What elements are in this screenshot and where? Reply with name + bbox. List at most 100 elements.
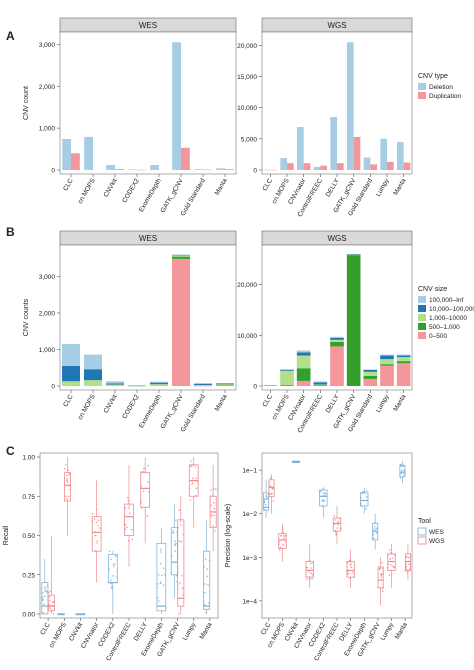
- bar-deletion-manta: [397, 141, 404, 170]
- jitter-point-cnvnator-wgs: [305, 566, 307, 569]
- jitter-point-clc-wes: [43, 603, 45, 606]
- y-tick-label: 3,000: [39, 42, 56, 49]
- jitter-point-exomedepth-wes: [161, 574, 163, 577]
- jitter-point-cn-mops-wgs: [278, 541, 280, 543]
- jitter-point-delly-wgs: [148, 491, 150, 493]
- jitter-point-lumpy-wgs: [191, 477, 194, 480]
- jitter-point-cnvkit-wes: [291, 460, 294, 463]
- jitter-point-codex2-wes: [321, 495, 323, 497]
- jitter-point-controlfreec-wgs: [337, 524, 339, 526]
- jitter-point-controlfreec-wgs: [335, 533, 338, 535]
- jitter-point-clc-wgs: [271, 493, 273, 495]
- bar-segment-1-000-10000-manta: [396, 357, 411, 362]
- jitter-point-clc-wgs: [48, 607, 51, 610]
- jitter-point-delly-wgs: [140, 500, 142, 503]
- jitter-point-controlfreec-wgs: [131, 538, 134, 541]
- jitter-point-clc-wgs: [52, 613, 55, 615]
- bar-segment-0-500-gold-standard: [193, 385, 213, 387]
- y-tick-label: 3,000: [39, 274, 56, 281]
- jitter-point-lumpy-wgs: [194, 466, 197, 468]
- jitter-point-cnvnator-wgs: [93, 517, 96, 520]
- jitter-point-clc-wes: [263, 499, 266, 502]
- jitter-point-clc-wes: [42, 599, 44, 601]
- jitter-point-manta-wes: [402, 475, 405, 477]
- jitter-point-manta-wgs: [409, 568, 411, 571]
- jitter-point-delly-wgs: [147, 481, 149, 483]
- jitter-point-cn-mops-wgs: [281, 528, 284, 531]
- legend-swatch-wes: [417, 527, 427, 536]
- jitter-point-controlfreec-wgs: [125, 526, 128, 529]
- jitter-point-manta-wgs: [213, 511, 216, 513]
- jitter-point-codex2-wes: [323, 499, 325, 502]
- y-tick-label: 0: [253, 384, 257, 391]
- jitter-point-exomedepth-wes: [360, 492, 363, 494]
- jitter-point-cnvkit-wes: [76, 613, 79, 615]
- jitter-point-lumpy-wgs: [389, 549, 391, 551]
- legend-swatch-100-000-inf: [418, 296, 426, 303]
- bar-deletion-codex2: [128, 169, 137, 170]
- jitter-point-manta-wgs: [407, 556, 410, 559]
- x-tick-label-gold-standard: Gold Standard: [180, 177, 207, 217]
- jitter-point-gatk-gcnv-wgs: [182, 533, 185, 536]
- bar-duplication-gold-standard: [203, 169, 212, 171]
- jitter-point-lumpy-wgs: [393, 554, 396, 557]
- jitter-point-manta-wes: [205, 612, 207, 614]
- bar-segment-10-000-100-000-clc: [61, 365, 81, 382]
- jitter-point-gatk-gcnv-wgs: [380, 574, 383, 576]
- jitter-point-clc-wes: [44, 595, 46, 598]
- jitter-point-manta-wgs: [211, 494, 214, 496]
- y-tick-label: 1e−2: [242, 511, 257, 518]
- jitter-point-cn-mops-wgs: [282, 531, 284, 533]
- bar-duplication-manta: [403, 162, 411, 170]
- jitter-point-manta-wes: [203, 591, 206, 594]
- jitter-point-cn-mops-wgs: [283, 537, 285, 540]
- bar-segment-100-000-inf-gold-standard: [193, 383, 213, 384]
- bar-deletion-cn-mops: [280, 158, 287, 170]
- jitter-point-cnvnator-wgs: [97, 519, 100, 522]
- jitter-point-manta-wgs: [215, 488, 217, 491]
- bar-duplication-delly: [337, 163, 344, 170]
- jitter-point-manta-wes: [207, 584, 209, 586]
- jitter-point-cn-mops-wgs: [285, 534, 287, 537]
- y-tick-label: 1e−4: [242, 598, 257, 605]
- jitter-point-cnvnator-wgs: [308, 571, 310, 573]
- jitter-point-manta-wes: [399, 473, 401, 475]
- jitter-point-cnvkit-wes: [81, 613, 83, 615]
- bar-segment-100-000-inf-exomedepth: [149, 381, 169, 383]
- jitter-point-lumpy-wgs: [189, 464, 192, 467]
- jitter-point-exomedepth-wes: [159, 582, 162, 585]
- bar-segment-0-500-delly: [330, 346, 344, 386]
- bar-segment-500-1-000-manta: [396, 361, 411, 364]
- jitter-point-controlfreec-wgs: [337, 520, 340, 523]
- jitter-point-cnvnator-wgs: [310, 572, 313, 575]
- y-tick-label: 15,000: [237, 74, 257, 81]
- jitter-point-cn-mops-wgs: [280, 535, 283, 537]
- facet-title: WES: [139, 21, 157, 30]
- bar-duplication-controlfreec: [320, 165, 327, 170]
- jitter-point-codex2-wes: [323, 494, 326, 497]
- jitter-point-cn-mops-wgs: [66, 481, 69, 484]
- bar-segment-0-500-cnvnator: [296, 380, 311, 386]
- jitter-point-manta-wgs: [210, 489, 212, 492]
- jitter-point-clc-wgs: [49, 590, 52, 593]
- jitter-point-gatk-gcnv-wgs: [381, 587, 384, 590]
- legend-label-wes: WES: [429, 529, 444, 536]
- jitter-point-codex2-wes: [319, 490, 321, 492]
- jitter-point-delly-wgs: [349, 564, 352, 566]
- jitter-point-controlfreec-wgs: [124, 507, 127, 509]
- jitter-point-cnvnator-wgs: [94, 550, 97, 552]
- jitter-point-clc-wes: [41, 596, 44, 598]
- jitter-point-manta-wes: [401, 469, 403, 472]
- jitter-point-cnvkit-wes: [296, 461, 299, 463]
- bar-segment-100-000-inf-cnvkit: [105, 381, 125, 384]
- jitter-point-clc-wgs: [272, 486, 275, 489]
- jitter-point-clc-wes: [42, 611, 45, 614]
- jitter-point-codex2-wes: [112, 564, 115, 566]
- box-exomedepth-wes: [156, 542, 167, 612]
- bar-segment-1-000-10000-gatk-gcnv: [171, 255, 191, 257]
- bar-duplication-gatk-gcnv: [353, 136, 361, 170]
- jitter-point-cnvkit-wes: [83, 613, 86, 615]
- facet-title: WGS: [327, 234, 346, 243]
- jitter-point-delly-wgs: [347, 572, 350, 575]
- x-tick-label-delly: DELLY: [325, 393, 341, 414]
